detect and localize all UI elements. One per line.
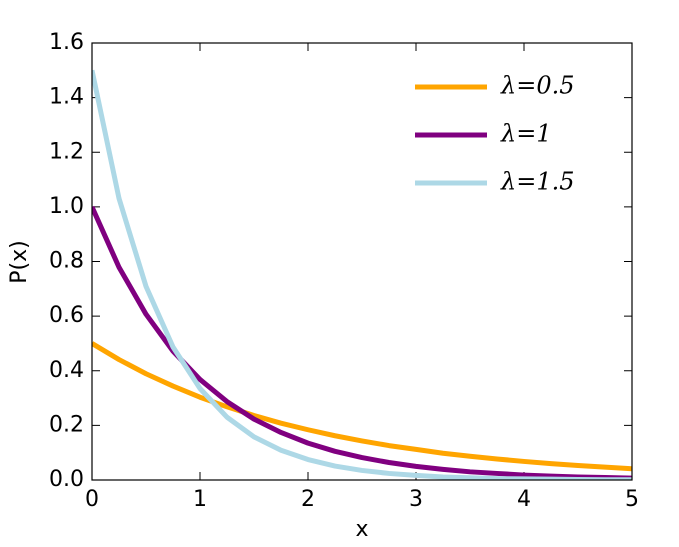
- series-line: [92, 341, 632, 472]
- y-tick-label: 0.4: [49, 358, 84, 383]
- y-tick-label: 1.6: [49, 30, 84, 55]
- y-tick-label: 0.8: [49, 249, 84, 274]
- y-axis-label: P(x): [7, 240, 32, 283]
- x-tick-label: 2: [301, 487, 315, 512]
- legend-label: λ=1: [500, 120, 552, 148]
- plot-frame: [91, 42, 633, 481]
- x-axis-label: x: [355, 517, 368, 542]
- y-tick-label: 0.0: [49, 467, 84, 492]
- x-tick-label: 1: [193, 487, 207, 512]
- legend-label: λ=1.5: [500, 168, 575, 196]
- y-tick-label: 1.2: [49, 139, 84, 164]
- x-tick-label: 0: [85, 487, 99, 512]
- y-tick-label: 1.0: [49, 194, 84, 219]
- x-tick-label: 5: [625, 487, 639, 512]
- y-tick-label: 0.6: [49, 303, 84, 328]
- y-tick-label: 1.4: [49, 85, 84, 110]
- legend-label: λ=0.5: [500, 72, 575, 100]
- x-tick-label: 4: [517, 487, 531, 512]
- x-tick-label: 3: [409, 487, 423, 512]
- y-tick-label: 0.2: [49, 412, 84, 437]
- series-line: [92, 69, 632, 480]
